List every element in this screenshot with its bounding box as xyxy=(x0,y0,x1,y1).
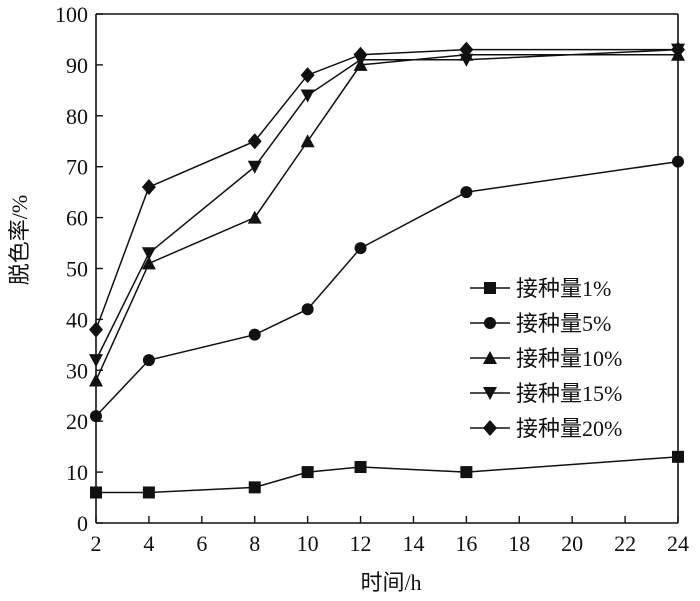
x-tick-label: 10 xyxy=(297,531,319,556)
legend-label: 接种量15% xyxy=(516,381,622,406)
x-tick-label: 22 xyxy=(614,531,636,556)
axes: 2 4 6 8 10 12 14 16 18 20 22 2401020304050607080901… xyxy=(55,2,689,556)
y-axis-title: 脱色率/% xyxy=(7,195,32,285)
x-tick-label: 20 xyxy=(561,531,583,556)
legend-entry: 接种量5% xyxy=(470,311,611,336)
legend-marker xyxy=(484,317,496,329)
y-tick-label: 70 xyxy=(66,155,88,180)
data-point xyxy=(459,53,474,67)
data-point xyxy=(248,481,261,494)
data-point xyxy=(460,186,473,199)
y-tick-label: 0 xyxy=(77,511,88,536)
data-point xyxy=(141,256,156,270)
legend-label: 接种量1% xyxy=(516,276,611,301)
data-point xyxy=(353,46,368,63)
data-point xyxy=(142,486,155,499)
series-line xyxy=(96,456,679,494)
data-point xyxy=(354,242,367,255)
series-layer xyxy=(89,41,685,499)
legend-marker xyxy=(483,420,497,436)
legend-marker xyxy=(484,282,496,294)
x-tick-label: 4 xyxy=(143,531,154,556)
data-point xyxy=(247,210,262,224)
x-axis-title: 时间/h xyxy=(360,570,421,595)
data-point xyxy=(300,134,315,148)
legend: 接种量1% 接种量5% 接种量10% 接种量15% 接种量20% xyxy=(470,276,622,441)
x-tick-label: 8 xyxy=(249,531,260,556)
y-tick-label: 90 xyxy=(66,53,88,78)
data-point xyxy=(301,303,314,316)
legend-entry: 接种量1% xyxy=(470,276,611,301)
data-point xyxy=(142,354,155,367)
data-point xyxy=(89,373,103,387)
data-point xyxy=(89,354,103,368)
data-point xyxy=(672,155,684,168)
x-tick-label: 14 xyxy=(402,531,424,556)
data-point xyxy=(300,89,315,103)
y-tick-label: 40 xyxy=(66,307,88,332)
data-point xyxy=(301,466,314,479)
data-point xyxy=(89,321,103,338)
x-tick-label: 2 xyxy=(91,531,102,556)
legend-label: 接种量20% xyxy=(516,416,622,441)
data-point xyxy=(248,328,261,341)
y-tick-label: 20 xyxy=(66,409,88,434)
y-tick-label: 10 xyxy=(66,460,88,485)
y-tick-label: 50 xyxy=(66,257,88,282)
legend-entry: 接种量15% xyxy=(470,381,622,406)
y-tick-label: 100 xyxy=(55,2,88,27)
data-point xyxy=(90,486,102,499)
series-5 xyxy=(89,41,685,338)
data-point xyxy=(247,160,262,174)
legend-entry: 接种量10% xyxy=(470,346,622,371)
data-point xyxy=(354,461,367,474)
data-point xyxy=(90,410,102,423)
data-point xyxy=(459,41,474,58)
legend-entry: 接种量20% xyxy=(470,416,622,441)
series-2 xyxy=(90,155,684,423)
data-point xyxy=(671,41,685,58)
x-tick-label: 16 xyxy=(455,531,477,556)
y-tick-label: 60 xyxy=(66,206,88,231)
y-tick-label: 30 xyxy=(66,358,88,383)
y-tick-label: 80 xyxy=(66,104,88,129)
data-point xyxy=(672,450,684,463)
x-tick-label: 24 xyxy=(667,531,689,556)
legend-marker xyxy=(483,351,497,364)
data-point xyxy=(141,247,156,261)
legend-label: 接种量10% xyxy=(516,346,622,371)
data-point xyxy=(247,133,262,150)
data-point xyxy=(460,466,473,479)
series-1 xyxy=(90,450,684,499)
legend-label: 接种量5% xyxy=(516,311,611,336)
data-point xyxy=(141,179,156,196)
x-tick-label: 6 xyxy=(196,531,207,556)
x-tick-label: 18 xyxy=(508,531,530,556)
legend-marker xyxy=(483,387,497,400)
x-tick-label: 12 xyxy=(350,531,372,556)
data-point xyxy=(300,67,315,84)
